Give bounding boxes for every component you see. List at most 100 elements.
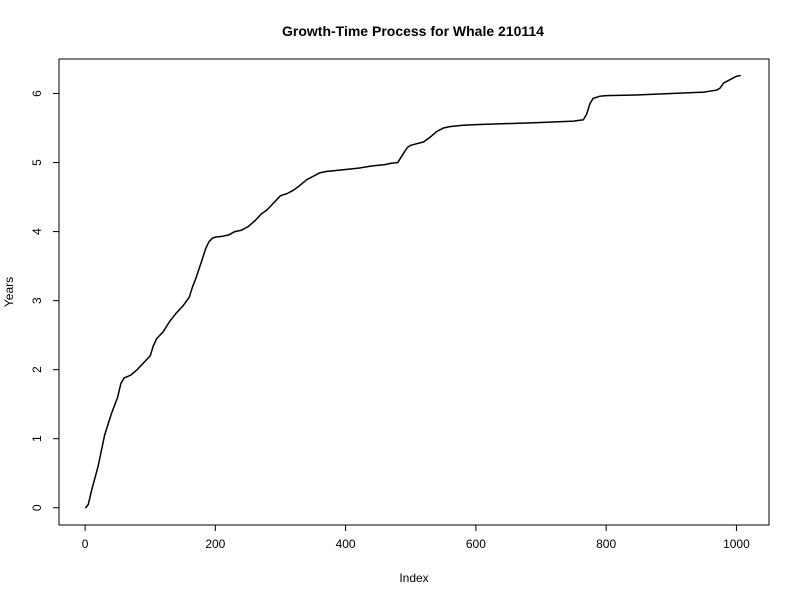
data-point xyxy=(345,168,347,171)
data-point xyxy=(195,277,197,280)
y-axis: 0 1 2 3 4 5 6 xyxy=(30,90,60,511)
data-point xyxy=(117,396,119,398)
data-point xyxy=(406,146,409,148)
growth-line-series xyxy=(85,74,741,509)
data-point xyxy=(247,226,249,228)
data-points xyxy=(85,74,741,509)
data-point xyxy=(182,305,184,307)
data-point xyxy=(159,334,161,336)
data-point xyxy=(152,344,155,347)
data-point xyxy=(130,374,132,376)
data-point xyxy=(589,103,591,105)
data-point xyxy=(312,175,314,177)
y-tick-label: 0 xyxy=(30,504,44,511)
data-point xyxy=(87,503,89,505)
data-point xyxy=(123,377,125,379)
data-point xyxy=(305,179,308,181)
chart-title: Growth-Time Process for Whale 210114 xyxy=(282,23,544,39)
data-point xyxy=(143,362,145,364)
data-point xyxy=(397,161,399,164)
data-point xyxy=(429,136,431,138)
data-point xyxy=(703,91,705,93)
data-point xyxy=(208,241,210,243)
y-tick-label: 5 xyxy=(30,159,44,166)
data-point xyxy=(156,338,158,340)
data-point xyxy=(266,208,269,211)
data-point xyxy=(110,413,112,416)
data-point xyxy=(286,193,288,195)
data-point xyxy=(719,87,721,89)
data-point xyxy=(605,94,607,97)
data-point xyxy=(90,489,93,492)
data-point xyxy=(85,507,87,509)
data-point xyxy=(211,237,213,240)
y-tick-label: 4 xyxy=(30,228,44,235)
data-point xyxy=(188,296,190,298)
data-point xyxy=(221,235,223,238)
data-point xyxy=(325,170,327,173)
y-tick-label: 1 xyxy=(30,435,44,442)
data-point xyxy=(358,167,360,169)
data-point xyxy=(739,74,741,77)
y-tick-label: 6 xyxy=(30,90,44,97)
data-point xyxy=(204,248,207,250)
data-point xyxy=(273,201,275,204)
data-point xyxy=(260,213,262,215)
data-point xyxy=(735,75,738,77)
data-point xyxy=(292,189,295,191)
data-point xyxy=(423,141,425,143)
data-point xyxy=(475,123,477,126)
data-point xyxy=(638,94,640,96)
x-axis-label: Index xyxy=(399,571,428,585)
data-point xyxy=(670,92,672,95)
data-point xyxy=(722,82,725,84)
data-point xyxy=(169,320,171,322)
x-tick-label: 0 xyxy=(82,537,89,551)
x-tick-label: 1000 xyxy=(723,537,750,551)
data-point xyxy=(227,234,229,236)
data-point xyxy=(191,286,194,288)
data-point xyxy=(716,89,718,91)
data-point xyxy=(462,124,464,126)
data-point xyxy=(279,195,282,197)
data-point xyxy=(449,126,451,128)
x-tick-label: 600 xyxy=(466,537,486,551)
data-point xyxy=(436,130,438,133)
data-point xyxy=(572,120,575,122)
data-point xyxy=(599,95,601,97)
data-point xyxy=(592,97,594,99)
data-point xyxy=(410,144,412,146)
x-tick-label: 200 xyxy=(205,537,225,551)
x-axis: 0 200 400 600 800 1000 xyxy=(82,524,750,551)
data-point xyxy=(120,382,122,385)
y-tick-label: 3 xyxy=(30,297,44,304)
data-point xyxy=(540,121,542,124)
data-point xyxy=(149,355,151,357)
data-point xyxy=(729,79,731,81)
data-point xyxy=(371,165,373,167)
data-point xyxy=(442,127,444,129)
data-point xyxy=(162,331,164,333)
data-point xyxy=(240,229,242,231)
y-tick-label: 2 xyxy=(30,366,44,373)
y-axis-label: Years xyxy=(2,277,16,307)
data-point xyxy=(299,184,301,186)
x-tick-label: 800 xyxy=(596,537,616,551)
data-point xyxy=(586,113,588,115)
data-point xyxy=(390,162,392,164)
data-point xyxy=(107,424,109,426)
data-point xyxy=(403,151,405,153)
data-point xyxy=(384,164,386,166)
data-point xyxy=(582,119,584,121)
data-point xyxy=(201,258,203,260)
x-tick-label: 400 xyxy=(336,537,356,551)
data-point xyxy=(253,220,256,222)
data-point xyxy=(97,465,99,467)
data-point xyxy=(234,230,236,233)
data-point xyxy=(318,172,321,174)
data-point xyxy=(331,170,334,172)
data-point xyxy=(103,434,106,436)
plot-frame xyxy=(58,58,770,526)
data-point xyxy=(214,236,216,238)
